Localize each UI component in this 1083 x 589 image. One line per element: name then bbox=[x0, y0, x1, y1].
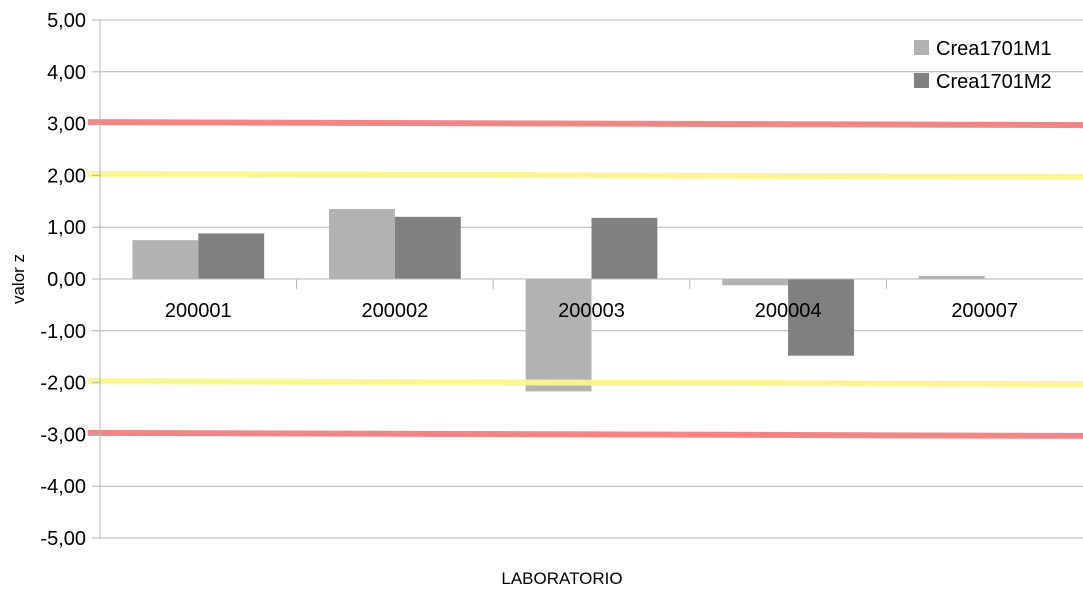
reference-line bbox=[87, 429, 1083, 439]
bar bbox=[918, 275, 985, 279]
y-tick-label: -3,00 bbox=[40, 424, 86, 446]
y-tick-label: 0,00 bbox=[47, 269, 86, 291]
category-label: 200003 bbox=[558, 300, 625, 322]
y-tick-label: -2,00 bbox=[40, 373, 86, 395]
y-tick-labels: 5,00 4,00 3,00 2,00 1,00 0,00 -1,00 -2,00 -3,00 -… bbox=[40, 10, 86, 550]
y-tick-label: 3,00 bbox=[47, 114, 86, 136]
bar bbox=[394, 216, 461, 279]
bar bbox=[132, 240, 199, 279]
y-tick-label: 4,00 bbox=[47, 62, 86, 84]
bar bbox=[788, 279, 854, 356]
bar bbox=[591, 217, 658, 279]
reference-line bbox=[87, 378, 1083, 388]
y-tick-label: -5,00 bbox=[40, 528, 86, 550]
y-tick-label: 1,00 bbox=[47, 217, 86, 239]
bar bbox=[198, 233, 265, 279]
y-tick-label: -1,00 bbox=[40, 321, 86, 343]
bar bbox=[525, 279, 592, 392]
category-label: 200007 bbox=[951, 300, 1018, 322]
category-labels: 200001 200002 200003 200004 200007 bbox=[165, 300, 1018, 322]
category-label: 200001 bbox=[165, 300, 232, 322]
category-label: 200002 bbox=[362, 300, 429, 322]
y-tick-label: 2,00 bbox=[47, 165, 86, 187]
reference-line bbox=[87, 119, 1083, 129]
reference-line bbox=[87, 170, 1083, 180]
legend: Crea1701M1 Crea1701M2 bbox=[914, 38, 1052, 93]
legend-swatch bbox=[914, 73, 929, 88]
y-tick-label: 5,00 bbox=[47, 10, 86, 32]
bar bbox=[329, 209, 395, 279]
axes bbox=[92, 19, 1083, 539]
bars bbox=[132, 209, 985, 392]
x-axis-title: LABORATORIO bbox=[501, 569, 622, 588]
legend-swatch bbox=[914, 40, 929, 55]
y-axis-title: valor z bbox=[9, 254, 28, 304]
legend-label: Crea1701M2 bbox=[936, 71, 1052, 93]
category-label: 200004 bbox=[755, 300, 822, 322]
legend-label: Crea1701M1 bbox=[936, 38, 1052, 60]
y-tick-label: -4,00 bbox=[40, 476, 86, 498]
reference-lines bbox=[87, 119, 1083, 439]
bar bbox=[722, 279, 789, 286]
